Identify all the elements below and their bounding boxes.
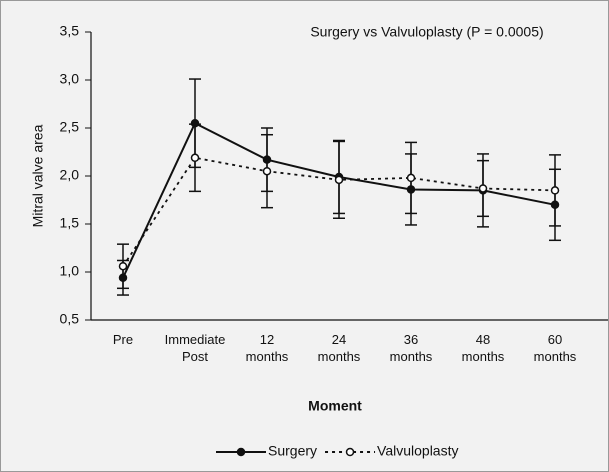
y-tick-label: 3,0 bbox=[60, 71, 80, 87]
x-tick-label: 12 months bbox=[245, 332, 289, 364]
data-point bbox=[550, 186, 560, 195]
x-tick-label: Immediate Post bbox=[164, 332, 226, 364]
x-tick-label: 24 months bbox=[317, 332, 361, 364]
x-tick-label: Pre bbox=[112, 332, 134, 347]
data-point bbox=[118, 261, 128, 271]
y-tick-label: 0,5 bbox=[60, 311, 80, 327]
y-tick-label: 2,0 bbox=[60, 167, 80, 183]
data-point bbox=[262, 166, 272, 176]
data-point bbox=[190, 153, 200, 163]
y-tick-label: 2,5 bbox=[60, 119, 80, 135]
data-point bbox=[550, 200, 560, 210]
data-point bbox=[118, 273, 128, 283]
data-point bbox=[190, 118, 200, 128]
x-axis-label: Moment bbox=[308, 398, 362, 414]
y-tick-label: 1,0 bbox=[60, 263, 80, 279]
data-point bbox=[262, 155, 272, 164]
chart-title: Surgery vs Valvuloplasty (P = 0.0005) bbox=[310, 24, 543, 40]
y-tick-label: 1,5 bbox=[60, 215, 80, 231]
legend-label: Surgery bbox=[268, 443, 317, 459]
y-tick-label: 3,5 bbox=[60, 23, 80, 39]
legend-marker bbox=[236, 447, 246, 457]
data-point bbox=[478, 184, 488, 193]
data-point bbox=[406, 173, 416, 183]
x-tick-label: 36 months bbox=[389, 332, 433, 364]
data-point bbox=[334, 175, 344, 185]
data-point bbox=[406, 185, 416, 194]
legend-marker bbox=[345, 447, 355, 457]
legend-label: Valvuloplasty bbox=[377, 443, 458, 459]
x-tick-label: 48 months bbox=[461, 332, 505, 364]
x-tick-label: 60 months bbox=[533, 332, 577, 364]
y-axis-label: Mitral valve area bbox=[30, 124, 46, 227]
